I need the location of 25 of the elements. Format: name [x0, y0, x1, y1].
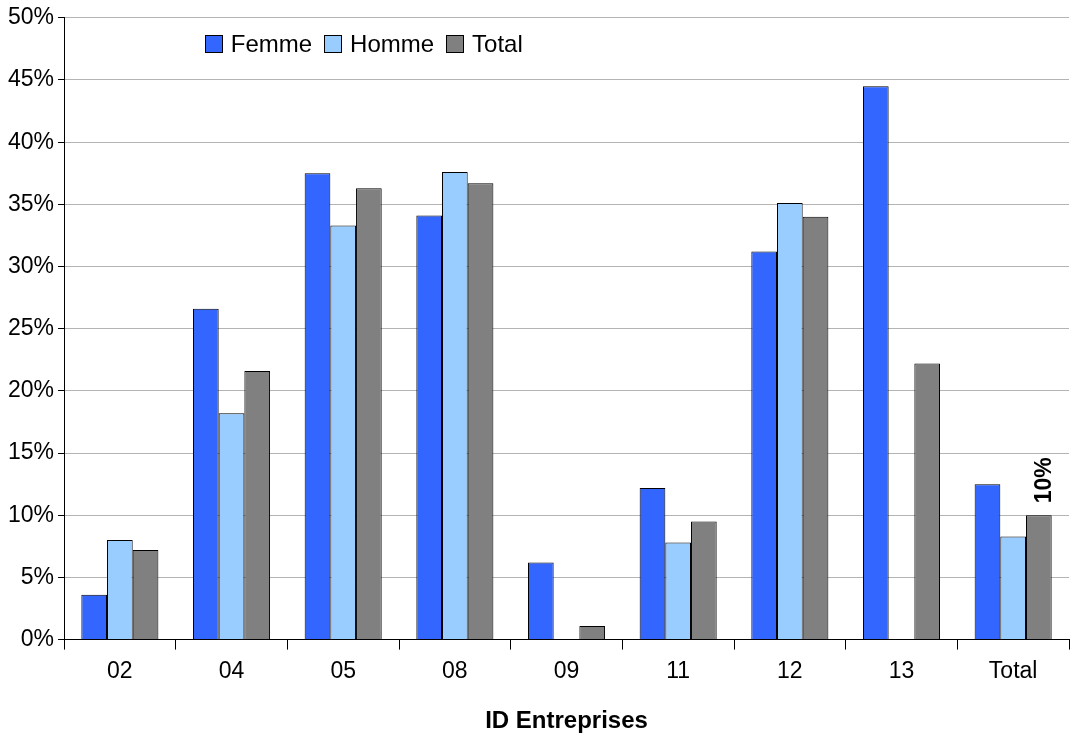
y-tick-label: 20%	[7, 376, 55, 403]
y-tick-label: 50%	[7, 3, 55, 30]
y-tick-label: 40%	[7, 127, 55, 154]
x-tick-label: 05	[330, 656, 356, 683]
legend-label: Femme	[230, 29, 313, 58]
y-tick-label: 0%	[20, 624, 55, 651]
x-tick-label: 08	[442, 656, 468, 683]
x-tick-label: 12	[777, 656, 803, 683]
y-tick-label: 5%	[20, 562, 55, 589]
x-tick-label: 11	[666, 656, 691, 683]
x-tick-label: 04	[218, 656, 245, 683]
y-tick-label: 30%	[7, 251, 55, 278]
x-tick-label: Total	[988, 656, 1038, 683]
y-tick-label: 10%	[7, 500, 55, 527]
x-tick-label: 09	[553, 656, 580, 683]
x-tick-label: 02	[107, 656, 133, 683]
y-tick-label: 35%	[7, 189, 55, 216]
x-tick-label: 13	[888, 656, 915, 683]
x-axis-title: ID Entreprises	[485, 706, 648, 734]
data-label: 10%	[1030, 457, 1057, 504]
legend-label: Total	[472, 29, 523, 58]
y-tick-label: 45%	[7, 65, 55, 92]
y-tick-label: 25%	[7, 314, 55, 341]
y-tick-label: 15%	[7, 438, 55, 465]
legend-label: Homme	[350, 29, 435, 58]
